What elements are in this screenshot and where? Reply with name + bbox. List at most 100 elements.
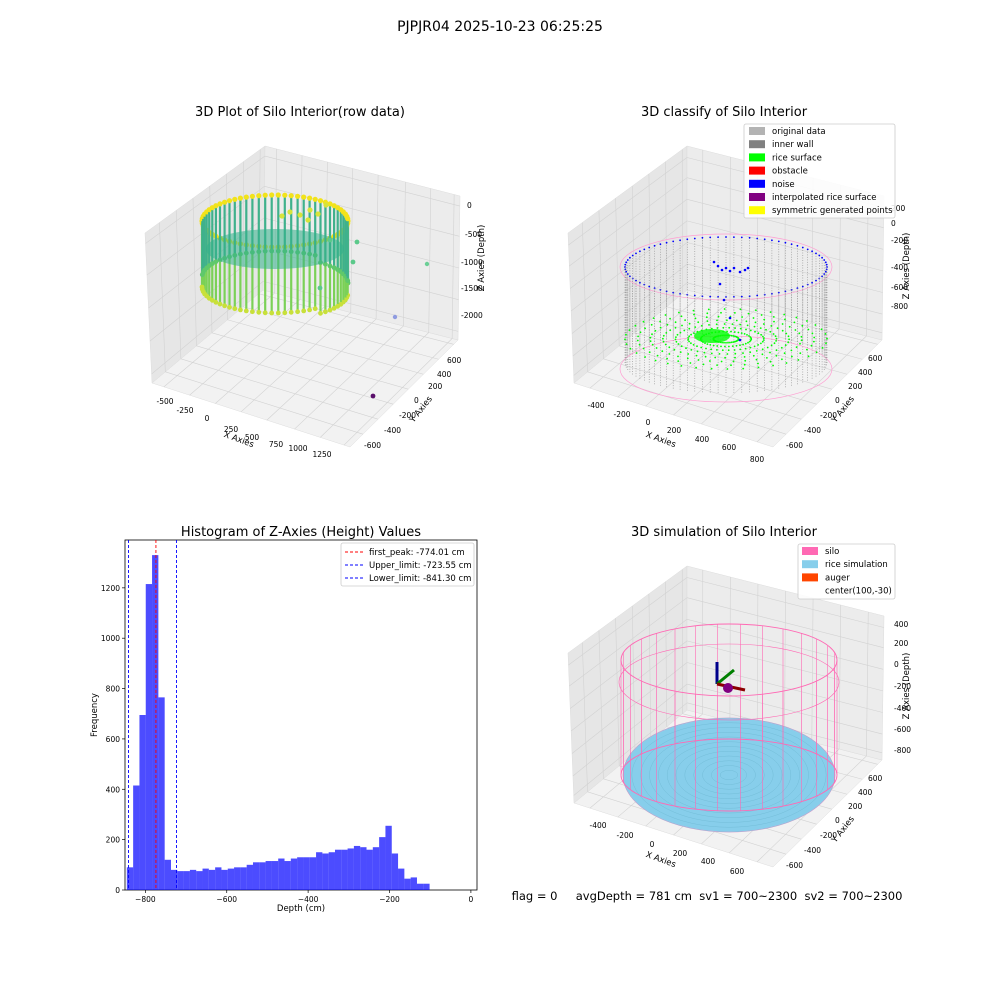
- classify-rice-surface-point: [760, 342, 762, 345]
- classify-noise-point: [777, 240, 780, 243]
- raw-top-point: [256, 193, 262, 199]
- raw-grid-line: [215, 305, 326, 404]
- raw-top-point: [307, 195, 313, 201]
- raw-grid-line: [189, 299, 301, 396]
- classify-noise-point: [777, 291, 780, 294]
- status-line: flag = 0 avgDepth = 781 cm sv1 = 700~230…: [512, 889, 903, 903]
- raw-z-axis-label: Z Axies (Depth): [477, 225, 487, 292]
- histogram-bar: [303, 857, 310, 890]
- histogram-bar: [353, 845, 361, 890]
- classify-rice-surface-point: [636, 339, 639, 342]
- raw-x-tick-label: 250: [224, 425, 239, 434]
- classify-rice-surface-point: [664, 343, 667, 346]
- classify-rice-surface-point: [642, 320, 645, 323]
- classify-rice-surface-point: [673, 348, 676, 351]
- classify-rice-surface-point: [795, 316, 798, 319]
- classify-rice-surface-point: [815, 351, 818, 354]
- histogram-bar: [347, 848, 354, 890]
- raw-panel-title: 3D Plot of Silo Interior(row data): [195, 105, 405, 120]
- histogram-y-axis-label: Frequency: [90, 693, 100, 737]
- classify-rice-surface-point: [790, 349, 793, 352]
- classify-grid-line: [650, 319, 848, 375]
- classify-rice-surface-point: [770, 344, 773, 347]
- classify-rice-surface-point: [776, 327, 779, 330]
- classify-rice-surface-point: [723, 323, 726, 325]
- histogram-bar: [215, 867, 222, 890]
- classify-rice-surface-point: [692, 309, 695, 312]
- classify-rice-surface-point: [766, 346, 769, 349]
- raw-top-point: [249, 193, 255, 199]
- classify-rice-surface-point: [797, 359, 800, 361]
- classify-rice-surface-point: [763, 318, 766, 321]
- classify-rice-surface-point: [655, 347, 658, 349]
- rice-simulation-mesh-ring: [711, 765, 747, 785]
- classify-rice-surface-point: [680, 365, 683, 367]
- classify-noise-point: [763, 238, 766, 241]
- classify-rice-surface-point: [708, 324, 710, 326]
- histogram-bar: [227, 868, 235, 890]
- classify-rice-surface-point: [806, 348, 808, 351]
- classify-rice-surface-point: [674, 321, 677, 324]
- classify-rice-surface-point: [734, 352, 737, 355]
- classify-rice-surface-point: [754, 330, 756, 333]
- raw-grid-line: [163, 292, 275, 388]
- silo-wireframe-ring: [618, 643, 840, 721]
- classify-rice-surface-point: [762, 339, 765, 341]
- classify-rice-surface-point: [731, 323, 734, 325]
- classify-grid-line: [631, 186, 636, 333]
- raw-top-point: [213, 203, 219, 209]
- raw-bottom-point: [345, 278, 351, 284]
- raw-bottom-point: [318, 310, 323, 316]
- classify-noise-point: [728, 316, 732, 320]
- raw-y-tick-label: -600: [364, 441, 381, 450]
- classify-rice-surface-point: [784, 318, 786, 321]
- classify-noise-point: [625, 261, 628, 264]
- raw-grid-line: [242, 306, 439, 360]
- classify-rice-surface-point: [781, 329, 784, 332]
- classify-rice-surface-point: [642, 347, 645, 350]
- classify-rice-surface-point: [662, 337, 664, 340]
- classify-noise-point: [756, 237, 759, 240]
- classify-rice-surface-point: [717, 315, 720, 318]
- classify-rice-surface-point: [685, 347, 687, 350]
- simulation-y-tick-label: 0: [835, 816, 840, 825]
- classify-rice-cluster: [694, 329, 730, 343]
- histogram-bar: [259, 862, 266, 890]
- simulation-grid-line: [756, 583, 759, 729]
- classify-rice-surface-point: [757, 332, 760, 335]
- classify-rice-surface-point: [760, 314, 763, 316]
- classify-rice-surface-point: [769, 360, 772, 363]
- simulation-grid-line: [569, 597, 688, 687]
- histogram-title: Histogram of Z-Axies (Height) Values: [181, 525, 421, 540]
- classify-rice-surface-point: [664, 314, 667, 316]
- classify-rice-surface-point: [675, 336, 677, 338]
- classify-noise-point: [823, 259, 826, 261]
- classify-grid-line: [686, 220, 884, 272]
- classify-rice-surface-point: [662, 340, 665, 343]
- raw-grid-line: [196, 345, 394, 405]
- classify-rice-surface-point: [775, 337, 778, 340]
- classify-grid-line: [571, 242, 688, 334]
- classify-rice-surface-point: [704, 355, 707, 358]
- classify-rice-surface-point: [742, 352, 744, 354]
- classify-rice-surface-point: [800, 339, 803, 342]
- classify-grid-line: [570, 199, 688, 289]
- classify-noise-point: [746, 266, 750, 270]
- classify-rice-surface-point: [762, 337, 765, 340]
- raw-noise-point: [323, 202, 329, 208]
- classify-rice-surface-point: [757, 366, 760, 369]
- classify-noise-point: [740, 295, 743, 298]
- histogram-bar: [290, 858, 298, 890]
- raw-bottom-point: [312, 306, 318, 312]
- raw-y-axis-label: Y Axies: [407, 394, 435, 426]
- figure-suptitle: PJPJR04 2025-10-23 06:25:25: [397, 19, 603, 35]
- classify-noise-point: [712, 260, 716, 264]
- simulation-grid-line: [665, 581, 667, 727]
- classify-rice-surface-point: [765, 328, 767, 331]
- classify-legend-label: symmetric generated points: [772, 206, 893, 216]
- classify-rice-surface-point: [703, 351, 706, 354]
- classify-noise-point: [756, 294, 759, 297]
- classify-rice-surface-point: [666, 323, 669, 326]
- classify-y-tick-label: -200: [820, 411, 837, 420]
- classify-rice-surface-point: [651, 333, 653, 336]
